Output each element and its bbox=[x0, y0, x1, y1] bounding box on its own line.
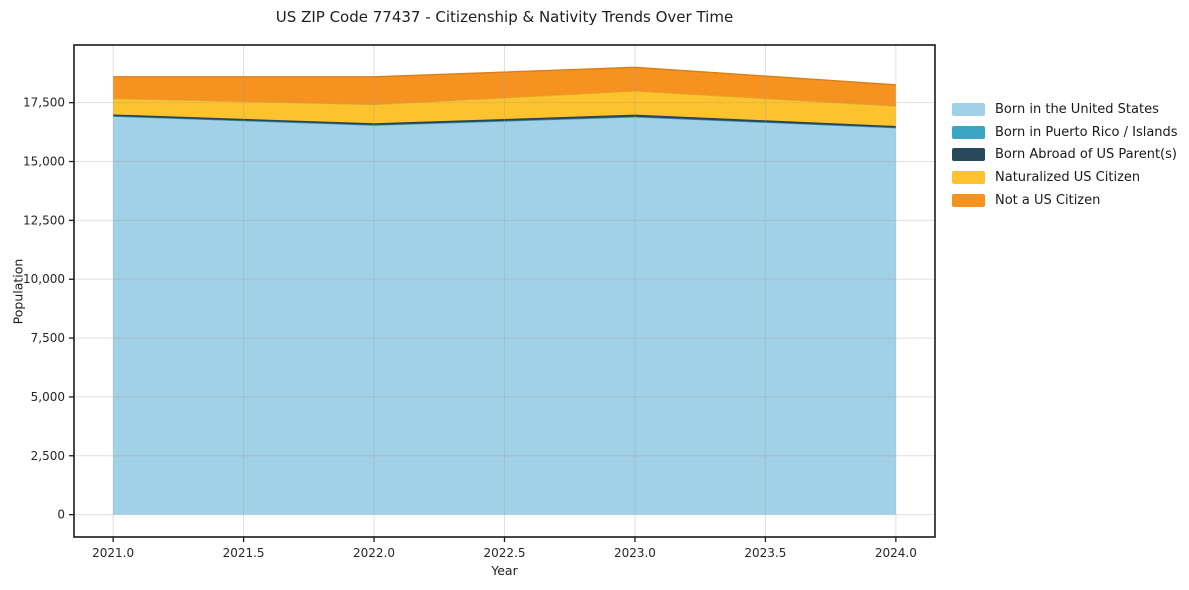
legend-item: Born in the United States bbox=[952, 98, 1178, 121]
legend-swatch-born-us bbox=[952, 102, 985, 116]
x-tick-label: 2023.5 bbox=[744, 546, 786, 560]
x-tick-label: 2023.0 bbox=[614, 546, 656, 560]
legend-swatch-naturalized bbox=[952, 171, 985, 185]
x-tick-label: 2021.0 bbox=[92, 546, 134, 560]
legend-label: Naturalized US Citizen bbox=[995, 170, 1141, 186]
y-tick-label: 10,000 bbox=[23, 272, 65, 286]
y-tick-label: 2,500 bbox=[31, 449, 65, 463]
y-tick-label: 0 bbox=[57, 508, 65, 522]
y-tick-label: 5,000 bbox=[31, 390, 65, 404]
x-tick-label: 2022.0 bbox=[353, 546, 395, 560]
legend-item: Born in Puerto Rico / Islands bbox=[952, 121, 1178, 144]
y-tick-label: 7,500 bbox=[31, 331, 65, 345]
y-tick-label: 17,500 bbox=[23, 96, 65, 110]
x-tick-label: 2021.5 bbox=[223, 546, 265, 560]
y-tick-label: 12,500 bbox=[23, 213, 65, 227]
legend: Born in the United States Born in Puerto… bbox=[952, 98, 1178, 212]
legend-swatch-puerto-rico bbox=[952, 125, 985, 139]
y-axis-label: Population bbox=[10, 258, 26, 325]
legend-swatch-born-abroad bbox=[952, 148, 985, 162]
legend-swatch-not-citizen bbox=[952, 194, 985, 208]
area-edge-4 bbox=[113, 66, 896, 86]
legend-label: Born in Puerto Rico / Islands bbox=[995, 124, 1178, 140]
x-axis-label: Year bbox=[491, 563, 518, 578]
legend-label: Born Abroad of US Parent(s) bbox=[995, 147, 1177, 163]
x-tick-label: 2024.0 bbox=[875, 546, 917, 560]
legend-item: Naturalized US Citizen bbox=[952, 166, 1178, 189]
y-tick-label: 15,000 bbox=[23, 155, 65, 169]
chart-title: US ZIP Code 77437 - Citizenship & Nativi… bbox=[275, 8, 734, 26]
area-series-3 bbox=[113, 90, 896, 126]
legend-label: Not a US Citizen bbox=[995, 193, 1101, 209]
legend-label: Born in the United States bbox=[995, 101, 1159, 117]
legend-item: Born Abroad of US Parent(s) bbox=[952, 144, 1178, 167]
x-tick-label: 2022.5 bbox=[484, 546, 526, 560]
area-series-0 bbox=[113, 116, 896, 515]
legend-item: Not a US Citizen bbox=[952, 189, 1178, 212]
